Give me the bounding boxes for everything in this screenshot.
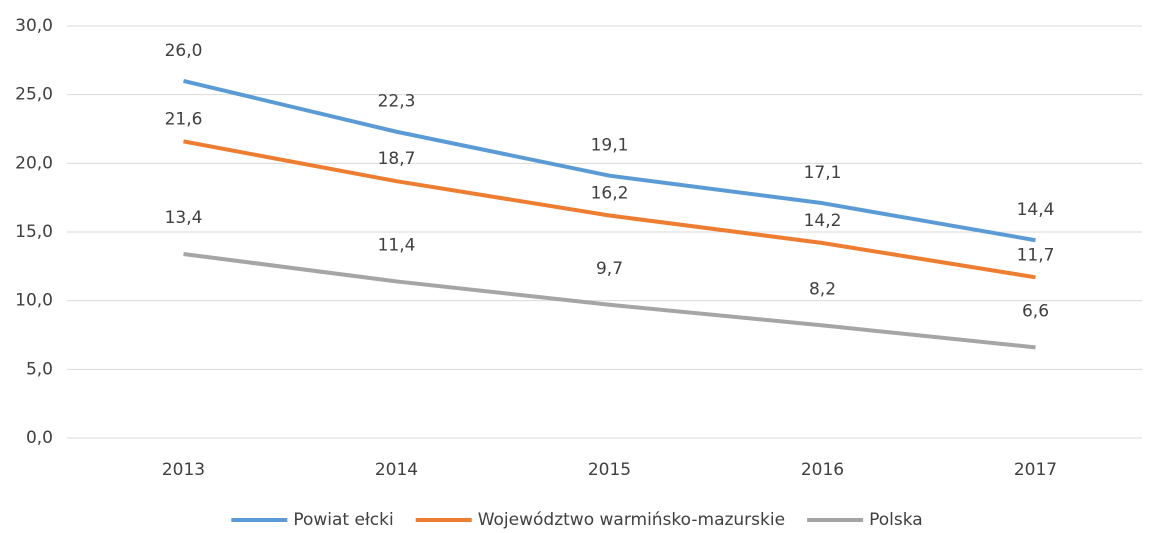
data-label: 21,6 bbox=[165, 109, 203, 129]
y-tick-label: 5,0 bbox=[26, 359, 53, 379]
data-label: 8,2 bbox=[809, 279, 836, 299]
data-label: 14,2 bbox=[804, 211, 842, 231]
series-line bbox=[183, 78, 1036, 243]
y-tick-label: 25,0 bbox=[15, 85, 53, 105]
x-tick-label: 2017 bbox=[1014, 460, 1057, 480]
legend-label: Powiat ełcki bbox=[293, 510, 393, 530]
series-line bbox=[183, 139, 1036, 280]
data-label: 19,1 bbox=[591, 136, 629, 156]
y-tick-label: 10,0 bbox=[15, 291, 53, 311]
data-label: 22,3 bbox=[378, 92, 416, 112]
x-tick-label: 2014 bbox=[375, 460, 418, 480]
x-tick-label: 2016 bbox=[801, 460, 844, 480]
data-label: 26,0 bbox=[165, 41, 203, 61]
y-tick-label: 30,0 bbox=[15, 16, 53, 36]
data-label: 16,2 bbox=[591, 184, 629, 204]
series-line bbox=[183, 251, 1036, 350]
data-label: 6,6 bbox=[1022, 301, 1049, 321]
y-tick-label: 20,0 bbox=[15, 153, 53, 173]
data-label: 18,7 bbox=[378, 149, 416, 169]
data-label: 14,4 bbox=[1017, 200, 1055, 220]
data-label: 11,4 bbox=[378, 235, 416, 255]
data-label: 11,7 bbox=[1017, 245, 1055, 265]
x-tick-label: 2013 bbox=[162, 460, 205, 480]
y-tick-label: 15,0 bbox=[15, 222, 53, 242]
x-tick-label: 2015 bbox=[588, 460, 631, 480]
data-label: 13,4 bbox=[165, 208, 203, 228]
data-label: 17,1 bbox=[804, 163, 842, 183]
y-tick-label: 0,0 bbox=[26, 428, 53, 448]
data-label: 9,7 bbox=[596, 259, 623, 279]
legend-label: Polska bbox=[869, 510, 923, 530]
legend-label: Województwo warmińsko-mazurskie bbox=[478, 510, 785, 530]
